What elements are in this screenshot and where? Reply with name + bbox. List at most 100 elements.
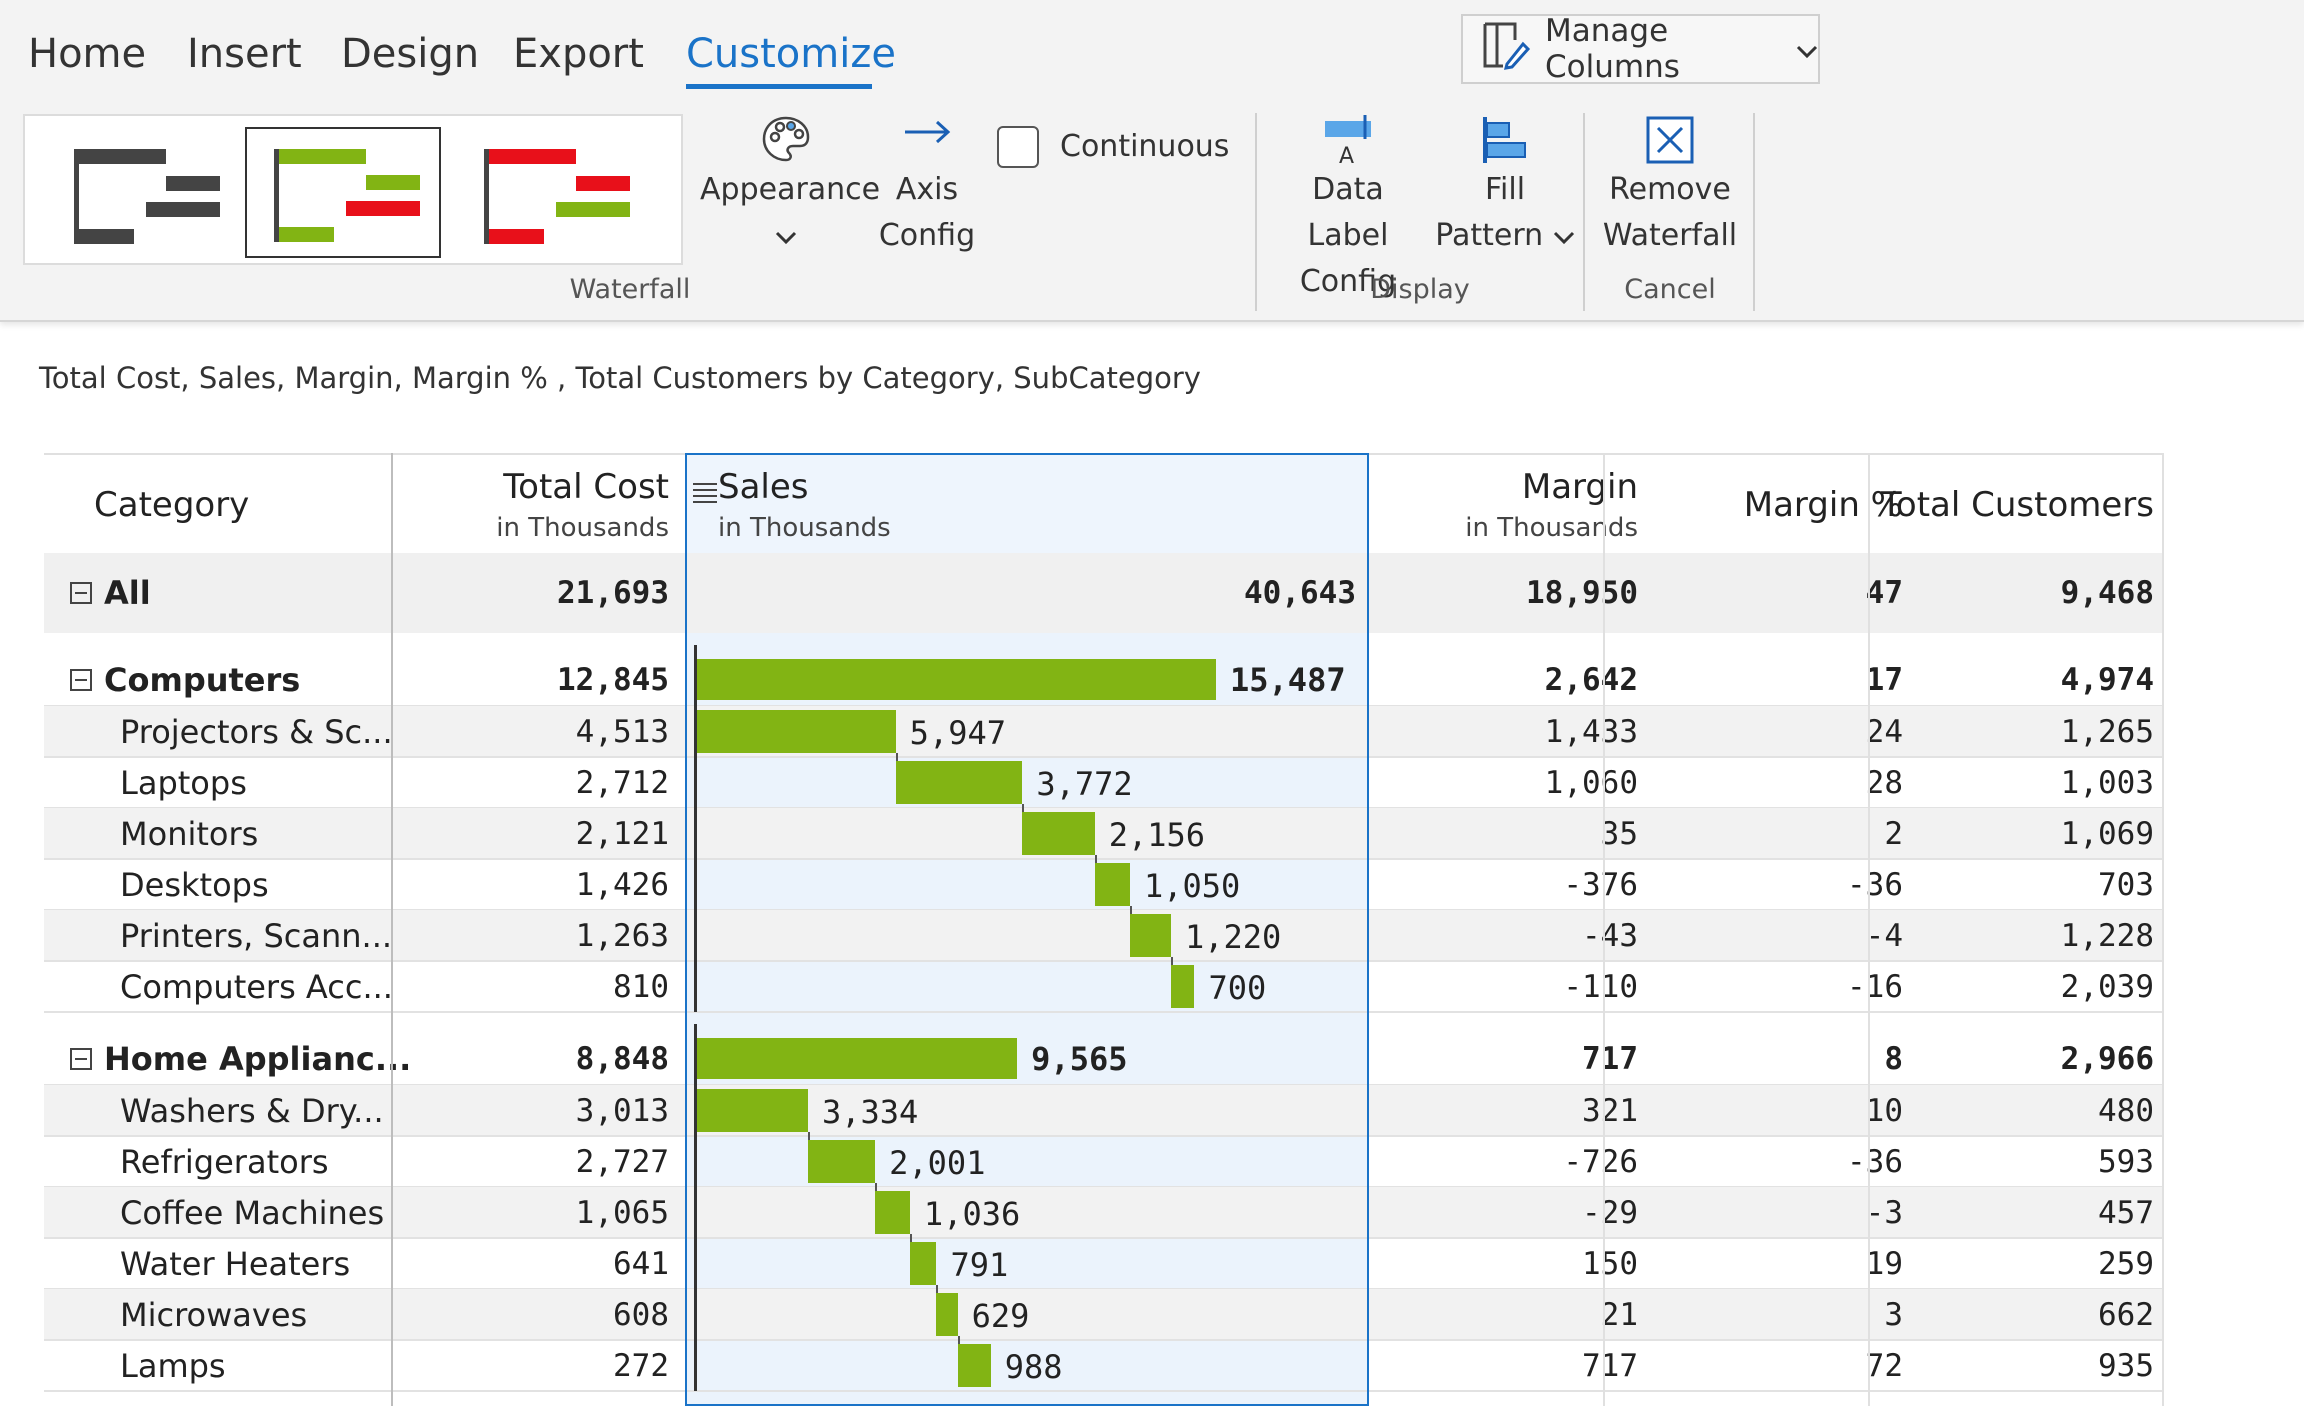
table-row[interactable]: Laptops 2,712 1,060 28 1,003 3,772	[44, 753, 2164, 808]
table-row[interactable]: Computers Acc... 810 -110 -16 2,039 700	[44, 957, 2164, 1012]
waterfall-data-label: 3,334	[821, 1093, 919, 1131]
header-total-cost[interactable]: Total Cost in Thousands	[394, 455, 685, 555]
total-row: All 21,693 18,950 47 9,468 40,643	[44, 553, 2164, 633]
tab-design[interactable]: Design	[341, 31, 480, 77]
waterfall-connector	[895, 753, 898, 761]
collapse-toggle[interactable]	[70, 668, 92, 691]
waterfall-group-label: Waterfall	[569, 274, 691, 305]
value-cell: 150	[1582, 1245, 1638, 1282]
category-label: Desktops	[120, 865, 269, 904]
waterfall-connector	[936, 1285, 939, 1293]
table-row[interactable]: Desktops 1,426 -376 -36 703 1,050	[44, 855, 2164, 910]
value-cell: 717	[1582, 1040, 1638, 1077]
category-label: Monitors	[120, 814, 259, 853]
table-row[interactable]: Refrigerators 2,727 -726 -36 593 2,001	[44, 1132, 2164, 1187]
value-cell: 4,974	[2060, 661, 2154, 698]
waterfall-data-label: 988	[1004, 1348, 1063, 1386]
header-margin[interactable]: Margin in Thousands	[1369, 455, 1648, 555]
value-cell: 641	[613, 1245, 669, 1282]
waterfall-connector	[1129, 906, 1132, 914]
value-cell: 2,642	[1544, 661, 1638, 698]
value-cell: 321	[1582, 1092, 1638, 1129]
value-cell: 35	[1600, 815, 1638, 852]
appearance-button[interactable]: Appearance	[700, 115, 881, 259]
column-menu-icon[interactable]	[693, 481, 717, 509]
waterfall-axis	[694, 1024, 697, 1391]
continuous-label: Continuous	[1060, 129, 1230, 164]
remove-waterfall-button[interactable]: Remove Waterfall	[1590, 115, 1750, 259]
appearance-label: Appearance	[700, 172, 881, 207]
sales-header-background	[685, 455, 1369, 555]
continuous-checkbox[interactable]	[997, 126, 1039, 168]
value-cell: 1,265	[2060, 713, 2154, 750]
category-label: Coffee Machines	[120, 1193, 385, 1232]
collapse-toggle[interactable]	[70, 582, 92, 604]
waterfall-data-label: 3,772	[1036, 765, 1133, 803]
collapse-toggle[interactable]	[70, 1047, 92, 1070]
header-sales[interactable]: Sales in Thousands	[685, 455, 1369, 555]
tab-customize[interactable]: Customize	[686, 31, 896, 77]
tab-home[interactable]: Home	[28, 31, 147, 77]
table-row[interactable]: Printers, Scann... 1,263 -43 -4 1,228 1,220	[44, 906, 2164, 961]
waterfall-connector	[1022, 804, 1025, 812]
value-cell: -376	[1563, 866, 1638, 903]
fill-pattern-icon	[1430, 115, 1580, 167]
ribbon: Home Insert Design Export Customize Mana…	[0, 0, 2304, 322]
table-row[interactable]: Monitors 2,121 35 2 1,069 2,156	[44, 804, 2164, 859]
table-row[interactable]: Projectors & Sc... 4,513 1,433 24 1,265 5,947	[44, 706, 2164, 757]
arrow-right-icon	[872, 115, 982, 167]
value-cell: 19	[1865, 1245, 1903, 1282]
waterfall-style-red-green-option[interactable]	[453, 127, 649, 258]
header-margin-pct[interactable]: Margin %	[1648, 455, 1913, 555]
chevron-down-icon	[700, 213, 872, 259]
chevron-down-icon	[1796, 31, 1818, 67]
waterfall-data-label: 2,156	[1108, 816, 1206, 854]
table-header: Category Total Cost in Thousands Sales i…	[44, 453, 2164, 557]
value-cell: 21,693	[557, 575, 669, 611]
value-cell: 810	[613, 968, 669, 1005]
table-row[interactable]: Lamps 272 717 72 935 988	[44, 1336, 2164, 1391]
column-divider	[1868, 453, 1870, 1406]
waterfall-style-dark-option[interactable]	[38, 127, 234, 258]
fill-pattern-button[interactable]: Fill Pattern	[1430, 115, 1580, 259]
ribbon-separator	[1255, 113, 1257, 311]
value-cell: 9,468	[2060, 575, 2154, 611]
category-label: Printers, Scann...	[120, 916, 393, 955]
value-cell: 259	[2098, 1245, 2154, 1282]
table-row[interactable]: Coffee Machines 1,065 -29 -3 457 1,036	[44, 1183, 2164, 1238]
value-cell: 1,065	[575, 1194, 669, 1231]
tab-insert[interactable]: Insert	[187, 31, 302, 77]
waterfall-bar	[875, 1191, 910, 1234]
table-row[interactable]: Water Heaters 641 150 19 259 791	[44, 1234, 2164, 1289]
header-category-label: Category	[94, 485, 250, 525]
data-label-config-button[interactable]: A Data Label Config	[1268, 115, 1428, 305]
table-row[interactable]: Washers & Dry... 3,013 321 10 480 3,334	[44, 1085, 2164, 1136]
waterfall-connector	[1094, 855, 1097, 863]
value-cell: -36	[1847, 1143, 1903, 1180]
header-category[interactable]: Category	[44, 455, 394, 555]
waterfall-style-green-red-option[interactable]	[245, 127, 441, 258]
row-separator	[44, 960, 2164, 962]
tab-export[interactable]: Export	[513, 31, 644, 77]
fill-pattern-label-line1: Fill	[1484, 172, 1526, 207]
visual-subtitle: Total Cost, Sales, Margin, Margin % , To…	[39, 361, 1201, 395]
manage-columns-button[interactable]: Manage Columns	[1461, 13, 1820, 85]
category-label: Computers	[104, 660, 301, 699]
fill-pattern-label-line2: Pattern	[1430, 213, 1580, 259]
axis-config-button[interactable]: Axis Config	[872, 115, 982, 259]
header-total-cost-unit: in Thousands	[496, 513, 669, 543]
waterfall-data-label: 791	[950, 1246, 1009, 1284]
table-row[interactable]: Microwaves 608 21 3 662 629	[44, 1285, 2164, 1340]
value-cell: 1,433	[1544, 713, 1638, 750]
value-cell: 8	[1884, 1040, 1903, 1077]
header-total-customers[interactable]: Total Customers	[1881, 455, 2164, 555]
value-cell: 935	[2098, 1347, 2154, 1384]
waterfall-data-label: 629	[971, 1297, 1030, 1335]
value-cell: -726	[1563, 1143, 1638, 1180]
waterfall-data-label: 2,001	[889, 1144, 986, 1182]
waterfall-data-label: 15,487	[1230, 661, 1346, 699]
data-label-config-label-line1: Data Label	[1307, 172, 1389, 253]
active-tab-indicator	[686, 84, 872, 89]
value-cell: 1,426	[575, 866, 669, 903]
waterfall-data-label: 700	[1208, 969, 1267, 1007]
